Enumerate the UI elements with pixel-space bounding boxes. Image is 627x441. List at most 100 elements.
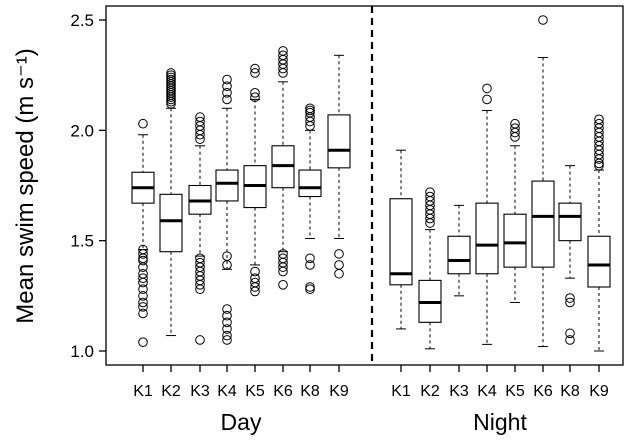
outlier-point xyxy=(138,262,148,272)
y-tick-label: 1.0 xyxy=(70,342,94,361)
outlier-point xyxy=(334,249,344,259)
x-tick-label: K9 xyxy=(329,383,349,400)
y-tick-label: 2.0 xyxy=(70,121,94,140)
outlier-point xyxy=(138,255,148,266)
box-night-k9 xyxy=(587,114,611,352)
outlier-point xyxy=(222,335,232,345)
outlier-point xyxy=(334,268,344,279)
plot-frame xyxy=(105,5,624,366)
outlier-point xyxy=(305,260,315,270)
outlier-point xyxy=(250,266,260,277)
box-night-k4 xyxy=(475,83,499,345)
x-tick-label: K6 xyxy=(533,383,553,400)
y-axis: 1.0 1.5 2.0 2.5 xyxy=(70,11,106,361)
box-iqr xyxy=(327,114,351,169)
outlier-point xyxy=(222,304,232,314)
box-night-k5 xyxy=(503,118,527,303)
box-day-k2 xyxy=(159,68,183,337)
box-iqr xyxy=(475,202,499,275)
outlier-point xyxy=(305,282,315,292)
outlier-point xyxy=(138,308,148,319)
box-iqr xyxy=(447,235,471,275)
outlier-point xyxy=(250,68,260,78)
y-tick-label: 2.5 xyxy=(70,11,94,30)
outlier-point xyxy=(250,282,260,292)
outlier-point xyxy=(594,154,604,164)
box-day-k4 xyxy=(215,74,239,345)
outlier-point xyxy=(510,127,520,138)
outlier-point xyxy=(278,68,288,78)
box-day-k3 xyxy=(188,112,212,345)
outlier-point xyxy=(195,335,205,345)
outlier-point xyxy=(138,277,148,288)
outlier-point xyxy=(138,273,148,283)
box-night-k3 xyxy=(447,204,471,297)
box-iqr xyxy=(531,180,555,268)
outlier-point xyxy=(538,15,548,25)
outlier-point xyxy=(166,96,176,107)
box-iqr xyxy=(558,202,582,242)
outlier-point xyxy=(305,116,315,127)
boxes-layer xyxy=(131,15,611,352)
x-tick-label: K4 xyxy=(477,383,497,400)
outlier-point xyxy=(482,94,492,105)
outlier-point xyxy=(594,160,604,171)
x-tick-label: K5 xyxy=(505,383,525,400)
outlier-point xyxy=(278,280,288,290)
outlier-point xyxy=(425,218,435,228)
y-axis-title: Mean swim speed (m s⁻¹) xyxy=(12,48,39,323)
outlier-point xyxy=(138,249,148,259)
outlier-point xyxy=(565,335,575,345)
outlier-point xyxy=(138,291,148,301)
box-night-k1 xyxy=(389,149,413,330)
y-tick-label: 1.5 xyxy=(70,232,94,251)
outlier-point xyxy=(250,286,260,297)
box-night-k2 xyxy=(418,187,442,350)
box-day-k5 xyxy=(243,63,267,297)
x-tick-label: K1 xyxy=(391,383,411,400)
group-label-night: Night xyxy=(473,409,527,435)
outlier-point xyxy=(482,83,492,94)
outlier-point xyxy=(250,63,260,74)
outlier-point xyxy=(305,105,315,116)
outlier-point xyxy=(278,63,288,74)
box-iqr xyxy=(215,169,239,202)
x-tick-label: K6 xyxy=(273,383,293,400)
x-tick-label: K3 xyxy=(190,383,210,400)
box-iqr xyxy=(159,193,183,253)
outlier-point xyxy=(166,92,176,103)
x-tick-label: K1 xyxy=(133,383,153,400)
x-axis: K1 K2 K3 K4 K5 K6 K8 K9 Day K1 K2 K3 K4 K5 K6 K8 K9 Night xyxy=(133,365,609,435)
outlier-point xyxy=(166,99,176,109)
outlier-point xyxy=(565,293,575,303)
x-tick-label: K8 xyxy=(560,383,580,400)
outlier-point xyxy=(195,280,205,290)
box-night-k8 xyxy=(558,165,582,345)
x-tick-label: K2 xyxy=(161,383,181,400)
outlier-point xyxy=(305,284,315,295)
outlier-point xyxy=(195,134,205,144)
outlier-point xyxy=(278,262,288,272)
box-day-k8 xyxy=(298,103,322,295)
x-tick-label: K8 xyxy=(300,383,320,400)
x-tick-label: K5 xyxy=(245,383,265,400)
outlier-point xyxy=(222,81,232,91)
outlier-point xyxy=(138,118,148,129)
x-tick-label: K3 xyxy=(449,383,469,400)
outlier-point xyxy=(565,328,575,339)
outlier-point xyxy=(250,88,260,98)
x-tick-label: K9 xyxy=(589,383,609,400)
outlier-point xyxy=(334,260,344,270)
outlier-point xyxy=(425,213,435,224)
outlier-point xyxy=(222,310,232,321)
outlier-point xyxy=(138,302,148,312)
box-iqr xyxy=(587,235,611,288)
outlier-point xyxy=(565,297,575,308)
box-iqr xyxy=(389,198,413,286)
box-iqr xyxy=(298,169,322,198)
outlier-point xyxy=(222,317,232,328)
x-tick-label: K4 xyxy=(217,383,237,400)
x-tick-label: K2 xyxy=(420,383,440,400)
outlier-point xyxy=(222,324,232,334)
